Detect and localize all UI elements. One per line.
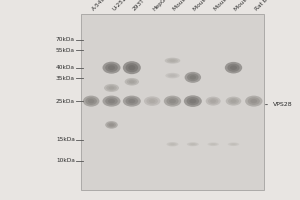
Ellipse shape (169, 74, 175, 77)
Ellipse shape (187, 97, 199, 105)
Ellipse shape (248, 97, 260, 105)
Ellipse shape (167, 59, 178, 63)
Ellipse shape (228, 142, 239, 146)
Ellipse shape (208, 98, 218, 104)
Ellipse shape (108, 65, 115, 70)
Ellipse shape (230, 143, 238, 146)
Ellipse shape (184, 95, 202, 107)
Bar (81, 14, 264, 190)
Ellipse shape (226, 97, 241, 106)
Ellipse shape (245, 96, 262, 107)
Text: VPS28: VPS28 (266, 102, 292, 107)
Ellipse shape (184, 72, 201, 83)
Text: Rat brain: Rat brain (254, 0, 276, 12)
Ellipse shape (209, 143, 217, 146)
Ellipse shape (85, 97, 97, 105)
Ellipse shape (168, 143, 177, 146)
Ellipse shape (167, 97, 178, 105)
Ellipse shape (127, 79, 137, 84)
Ellipse shape (124, 78, 139, 86)
Text: 10kDa: 10kDa (56, 158, 75, 163)
Ellipse shape (190, 75, 196, 80)
Ellipse shape (103, 96, 121, 107)
Ellipse shape (104, 84, 119, 92)
Ellipse shape (109, 86, 115, 90)
Ellipse shape (167, 142, 178, 146)
Ellipse shape (231, 144, 236, 145)
Ellipse shape (88, 99, 94, 103)
Ellipse shape (169, 99, 176, 103)
Ellipse shape (146, 98, 158, 104)
Ellipse shape (190, 143, 195, 145)
Text: Mouse brain: Mouse brain (172, 0, 202, 12)
Text: Mouse kidney: Mouse kidney (193, 0, 225, 12)
Ellipse shape (144, 96, 160, 106)
Ellipse shape (108, 99, 115, 103)
Ellipse shape (103, 62, 121, 74)
Ellipse shape (123, 96, 141, 107)
Ellipse shape (107, 122, 116, 128)
Text: 70kDa: 70kDa (56, 37, 75, 42)
Ellipse shape (211, 144, 215, 145)
Ellipse shape (206, 97, 221, 106)
Text: 40kDa: 40kDa (56, 65, 75, 70)
Text: U-251MG: U-251MG (112, 0, 134, 12)
Ellipse shape (125, 97, 138, 105)
Ellipse shape (105, 63, 118, 72)
Ellipse shape (128, 65, 135, 70)
Ellipse shape (210, 99, 216, 103)
Ellipse shape (129, 80, 135, 83)
Ellipse shape (125, 63, 138, 72)
Text: HepG2: HepG2 (152, 0, 170, 12)
Ellipse shape (123, 61, 141, 74)
Text: 55kDa: 55kDa (56, 48, 75, 53)
Text: 15kDa: 15kDa (56, 137, 75, 142)
Ellipse shape (164, 96, 181, 107)
Ellipse shape (250, 99, 257, 103)
Ellipse shape (230, 99, 237, 103)
Text: Mouse liver: Mouse liver (213, 0, 241, 12)
Ellipse shape (165, 58, 180, 64)
Text: 35kDa: 35kDa (56, 76, 75, 81)
Ellipse shape (165, 73, 180, 78)
Ellipse shape (208, 142, 219, 146)
Text: 293T: 293T (132, 0, 146, 12)
Ellipse shape (230, 65, 237, 70)
Ellipse shape (106, 85, 117, 91)
Ellipse shape (128, 99, 135, 103)
Ellipse shape (109, 123, 114, 126)
Ellipse shape (167, 74, 178, 78)
Ellipse shape (189, 143, 197, 146)
Ellipse shape (187, 74, 199, 81)
Text: 25kDa: 25kDa (56, 99, 75, 104)
Ellipse shape (105, 121, 118, 129)
Ellipse shape (169, 59, 175, 62)
Ellipse shape (170, 143, 175, 145)
Ellipse shape (187, 142, 199, 146)
Ellipse shape (83, 96, 99, 107)
Ellipse shape (149, 99, 155, 103)
Ellipse shape (225, 62, 242, 73)
Text: Mouse spleen: Mouse spleen (233, 0, 266, 12)
Ellipse shape (227, 64, 240, 72)
Text: A-549: A-549 (91, 0, 107, 12)
Ellipse shape (189, 99, 197, 103)
Ellipse shape (105, 97, 118, 105)
Ellipse shape (228, 98, 239, 104)
